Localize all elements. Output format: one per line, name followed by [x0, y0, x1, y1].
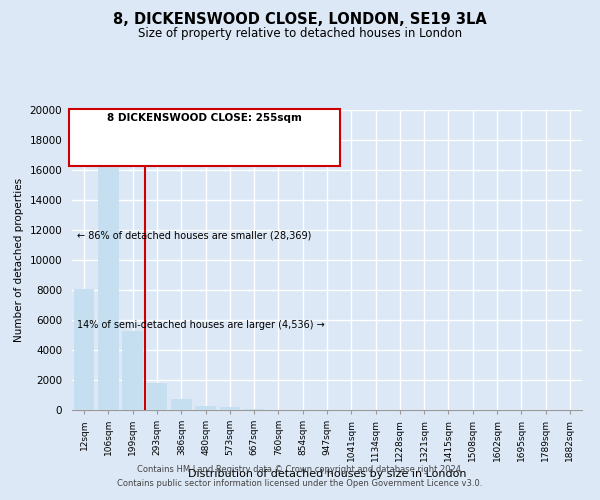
Bar — [220, 407, 240, 410]
FancyBboxPatch shape — [70, 108, 340, 166]
Text: Contains HM Land Registry data © Crown copyright and database right 2024.
Contai: Contains HM Land Registry data © Crown c… — [118, 466, 482, 487]
Text: Size of property relative to detached houses in London: Size of property relative to detached ho… — [138, 28, 462, 40]
Y-axis label: Number of detached properties: Number of detached properties — [14, 178, 24, 342]
Text: ← 86% of detached houses are smaller (28,369): ← 86% of detached houses are smaller (28… — [77, 230, 311, 240]
Text: 8 DICKENSWOOD CLOSE: 255sqm: 8 DICKENSWOOD CLOSE: 255sqm — [107, 113, 302, 123]
Bar — [195, 406, 216, 410]
Bar — [74, 288, 94, 410]
Bar — [122, 330, 143, 410]
X-axis label: Distribution of detached houses by size in London: Distribution of detached houses by size … — [188, 470, 466, 480]
Text: 8, DICKENSWOOD CLOSE, LONDON, SE19 3LA: 8, DICKENSWOOD CLOSE, LONDON, SE19 3LA — [113, 12, 487, 28]
Bar — [244, 408, 265, 410]
Text: 14% of semi-detached houses are larger (4,536) →: 14% of semi-detached houses are larger (… — [77, 320, 325, 330]
Bar — [146, 383, 167, 410]
Bar — [171, 399, 191, 410]
Bar — [98, 162, 119, 410]
